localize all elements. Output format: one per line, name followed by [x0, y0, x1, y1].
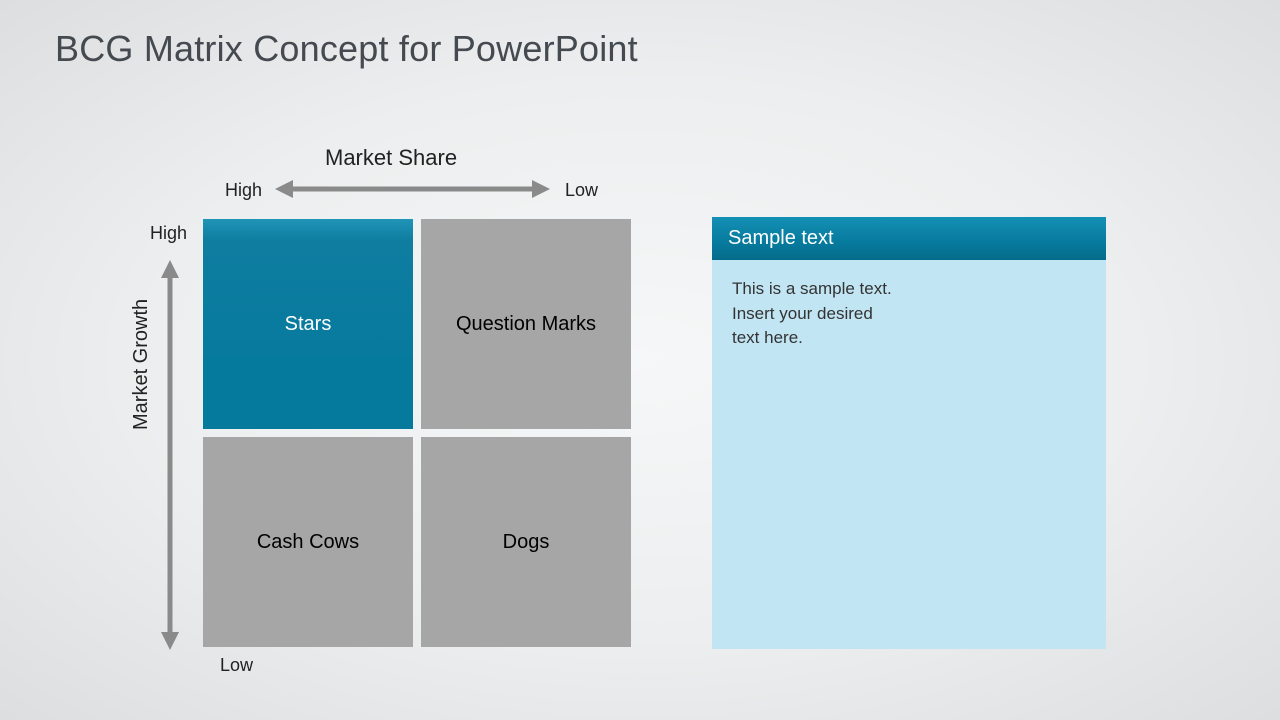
quadrant-label: Stars — [285, 312, 332, 337]
quadrant-question-marks: Question Marks — [421, 219, 631, 429]
panel-body: This is a sample text. Insert your desir… — [712, 259, 1106, 649]
slide-title: BCG Matrix Concept for PowerPoint — [55, 28, 638, 70]
quadrant-dogs: Dogs — [421, 437, 631, 647]
sample-text-panel: Sample text This is a sample text. Inser… — [712, 217, 1106, 649]
y-axis-title: Market Growth — [130, 299, 153, 430]
x-axis-arrow-icon — [275, 174, 550, 204]
quadrant-label: Question Marks — [456, 312, 596, 337]
bcg-matrix: Stars Question Marks Cash Cows Dogs — [203, 219, 633, 649]
y-axis-arrow-icon — [155, 260, 185, 650]
panel-header: Sample text — [712, 217, 1106, 260]
y-axis-high-label: High — [150, 223, 187, 244]
quadrant-label: Dogs — [503, 530, 550, 555]
quadrant-cash-cows: Cash Cows — [203, 437, 413, 647]
quadrant-label: Cash Cows — [257, 530, 359, 555]
x-axis-high-label: High — [225, 180, 262, 201]
quadrant-stars: Stars — [203, 219, 413, 429]
x-axis-low-label: Low — [565, 180, 598, 201]
y-axis-low-label: Low — [220, 655, 253, 676]
x-axis-title: Market Share — [325, 145, 457, 171]
